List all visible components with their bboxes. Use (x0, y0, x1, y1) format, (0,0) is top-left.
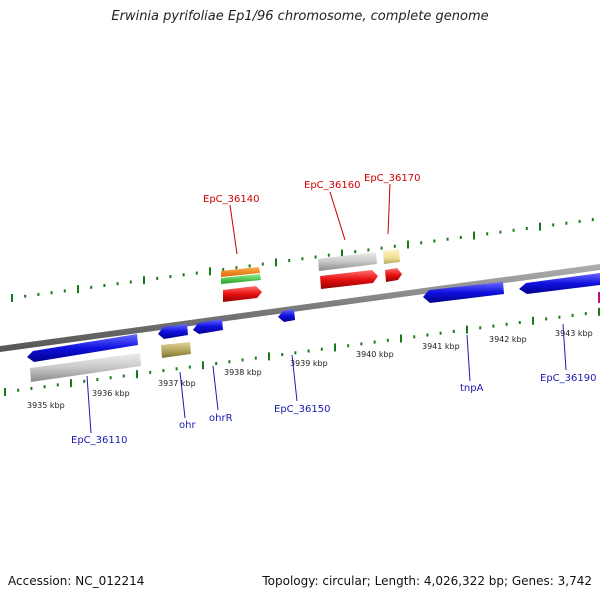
genome-summary-text: Topology: circular; Length: 4,026,322 bp… (262, 574, 592, 588)
scale-label: 3939 kbp (290, 359, 328, 368)
gene-ohrR[interactable] (193, 319, 223, 334)
accession-text: Accession: NC_012214 (8, 574, 145, 588)
gene-epc-36140-orange[interactable] (221, 267, 260, 277)
scale-label: 3935 kbp (27, 401, 65, 410)
gene-epc-36110-gray[interactable] (30, 353, 141, 382)
gene-epc-36170-beige[interactable] (383, 249, 400, 264)
chromosome-backbone (0, 264, 600, 352)
gene-labels: EpC_36140 EpC_36160 EpC_36170 EpC_36110 … (71, 173, 596, 446)
gene-ohr-olive[interactable] (161, 342, 191, 358)
scale-label: 3937 kbp (158, 379, 196, 388)
scale-label: 3942 kbp (489, 335, 527, 344)
gene-label-ohr[interactable]: ohr (179, 420, 196, 431)
gene-label-epc-36140[interactable]: EpC_36140 (203, 194, 259, 205)
scale-label: 3940 kbp (356, 350, 394, 359)
gene-ohr[interactable] (158, 324, 188, 339)
scale-label: 3936 kbp (92, 389, 130, 398)
gene-epc-36190[interactable] (519, 273, 600, 294)
gene-tnpA[interactable] (423, 282, 504, 303)
gene-label-tnpa[interactable]: tnpA (460, 383, 484, 394)
scale-labels: 3935 kbp 3936 kbp 3937 kbp 3938 kbp 3939… (27, 329, 593, 410)
gene-label-epc-36170[interactable]: EpC_36170 (364, 173, 420, 184)
gene-epc-36160-gray[interactable] (318, 252, 377, 271)
gene-label-ohrR[interactable]: ohrR (209, 413, 233, 424)
gene-epc-36150[interactable] (278, 309, 295, 322)
lower-scale-ticks (4, 307, 600, 396)
scale-label: 3943 kbp (555, 329, 593, 338)
gene-label-epc-36190[interactable]: EpC_36190 (540, 373, 596, 384)
gene-label-epc-36150[interactable]: EpC_36150 (274, 404, 330, 415)
gene-label-epc-36110[interactable]: EpC_36110 (71, 435, 127, 446)
gene-edge-magenta[interactable] (598, 292, 600, 303)
scale-label: 3938 kbp (224, 368, 262, 377)
gene-epc-36140-green[interactable] (221, 274, 261, 284)
gene-epc-36170[interactable] (385, 268, 402, 282)
lower-gene-track (27, 273, 600, 382)
gene-label-epc-36160[interactable]: EpC_36160 (304, 180, 360, 191)
label-leaders (86, 183, 567, 434)
upper-scale-ticks (11, 218, 594, 302)
gene-epc-36110[interactable] (27, 334, 138, 362)
upper-gene-track (221, 249, 402, 302)
gene-epc-36160[interactable] (320, 270, 378, 289)
scale-label: 3941 kbp (422, 342, 460, 351)
map-title: Erwinia pyrifoliae Ep1/96 chromosome, co… (111, 9, 489, 24)
gene-epc-36140[interactable] (223, 286, 262, 302)
